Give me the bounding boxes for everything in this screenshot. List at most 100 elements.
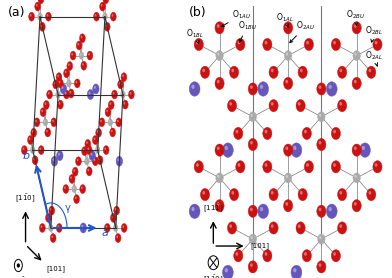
Circle shape <box>112 215 113 218</box>
Circle shape <box>116 118 122 127</box>
Circle shape <box>111 12 116 21</box>
Circle shape <box>196 41 199 44</box>
Circle shape <box>354 53 357 56</box>
Circle shape <box>72 185 76 193</box>
Circle shape <box>72 167 78 176</box>
Circle shape <box>130 92 131 95</box>
Circle shape <box>202 191 205 195</box>
Circle shape <box>317 205 326 217</box>
Circle shape <box>121 91 125 98</box>
Circle shape <box>56 73 62 82</box>
Circle shape <box>250 263 253 267</box>
Circle shape <box>260 207 263 211</box>
Circle shape <box>215 200 224 212</box>
Circle shape <box>90 153 92 156</box>
Circle shape <box>82 63 84 66</box>
Circle shape <box>114 206 120 215</box>
Circle shape <box>31 148 33 150</box>
Circle shape <box>47 90 53 99</box>
Circle shape <box>45 214 51 222</box>
Circle shape <box>217 175 220 178</box>
Circle shape <box>260 85 263 89</box>
Circle shape <box>331 250 341 262</box>
Circle shape <box>196 163 199 167</box>
Circle shape <box>56 91 60 98</box>
Circle shape <box>27 136 33 145</box>
Circle shape <box>293 146 296 150</box>
Circle shape <box>89 151 96 161</box>
Circle shape <box>38 13 42 20</box>
Circle shape <box>115 234 121 242</box>
Circle shape <box>352 144 361 156</box>
Circle shape <box>368 69 371 72</box>
Circle shape <box>304 38 314 51</box>
Circle shape <box>29 12 34 21</box>
Circle shape <box>285 202 288 206</box>
Circle shape <box>265 130 267 133</box>
Circle shape <box>81 186 83 189</box>
Circle shape <box>112 14 113 17</box>
Circle shape <box>75 197 76 199</box>
Text: O$_{2BL}$: O$_{2BL}$ <box>365 24 383 42</box>
Circle shape <box>64 69 69 78</box>
Circle shape <box>234 127 243 140</box>
Circle shape <box>338 188 347 201</box>
Circle shape <box>283 144 293 156</box>
Circle shape <box>217 202 220 206</box>
Circle shape <box>35 120 37 122</box>
Circle shape <box>106 110 108 112</box>
Circle shape <box>265 41 267 44</box>
Text: O$_{1BL}$: O$_{1BL}$ <box>186 27 204 44</box>
Circle shape <box>41 24 42 27</box>
Circle shape <box>41 225 42 228</box>
Circle shape <box>104 147 106 150</box>
Circle shape <box>327 82 337 96</box>
Circle shape <box>62 86 64 89</box>
Text: [101]: [101] <box>46 265 65 272</box>
Text: O$_{2BU}$: O$_{2BU}$ <box>346 8 365 26</box>
Circle shape <box>103 13 107 20</box>
Circle shape <box>352 22 361 34</box>
Circle shape <box>271 191 274 195</box>
Circle shape <box>80 34 85 43</box>
Circle shape <box>103 14 105 17</box>
Circle shape <box>113 224 118 232</box>
Circle shape <box>327 204 337 219</box>
Circle shape <box>202 69 205 72</box>
Circle shape <box>59 102 60 105</box>
Circle shape <box>189 82 200 96</box>
Circle shape <box>304 130 307 133</box>
Circle shape <box>333 130 336 133</box>
Circle shape <box>362 146 365 150</box>
Circle shape <box>284 51 292 61</box>
Circle shape <box>338 66 347 78</box>
Circle shape <box>38 14 40 17</box>
Circle shape <box>121 224 127 232</box>
Circle shape <box>111 130 113 132</box>
Circle shape <box>50 208 52 211</box>
Circle shape <box>250 141 253 145</box>
Circle shape <box>94 86 96 89</box>
Circle shape <box>258 82 269 96</box>
Circle shape <box>69 175 75 183</box>
Circle shape <box>100 2 105 11</box>
Circle shape <box>300 69 303 72</box>
Circle shape <box>122 225 124 228</box>
Text: (b): (b) <box>189 6 206 19</box>
Circle shape <box>298 102 301 106</box>
Circle shape <box>231 191 234 195</box>
Circle shape <box>317 83 326 95</box>
Circle shape <box>70 176 72 179</box>
Circle shape <box>98 158 100 160</box>
Circle shape <box>318 234 325 244</box>
Circle shape <box>331 161 341 173</box>
Circle shape <box>67 62 73 71</box>
Circle shape <box>38 0 44 4</box>
Circle shape <box>117 120 119 122</box>
Circle shape <box>318 112 325 122</box>
Circle shape <box>194 161 203 173</box>
Circle shape <box>52 120 54 122</box>
Circle shape <box>58 100 63 109</box>
Circle shape <box>76 157 81 166</box>
Circle shape <box>85 158 89 165</box>
